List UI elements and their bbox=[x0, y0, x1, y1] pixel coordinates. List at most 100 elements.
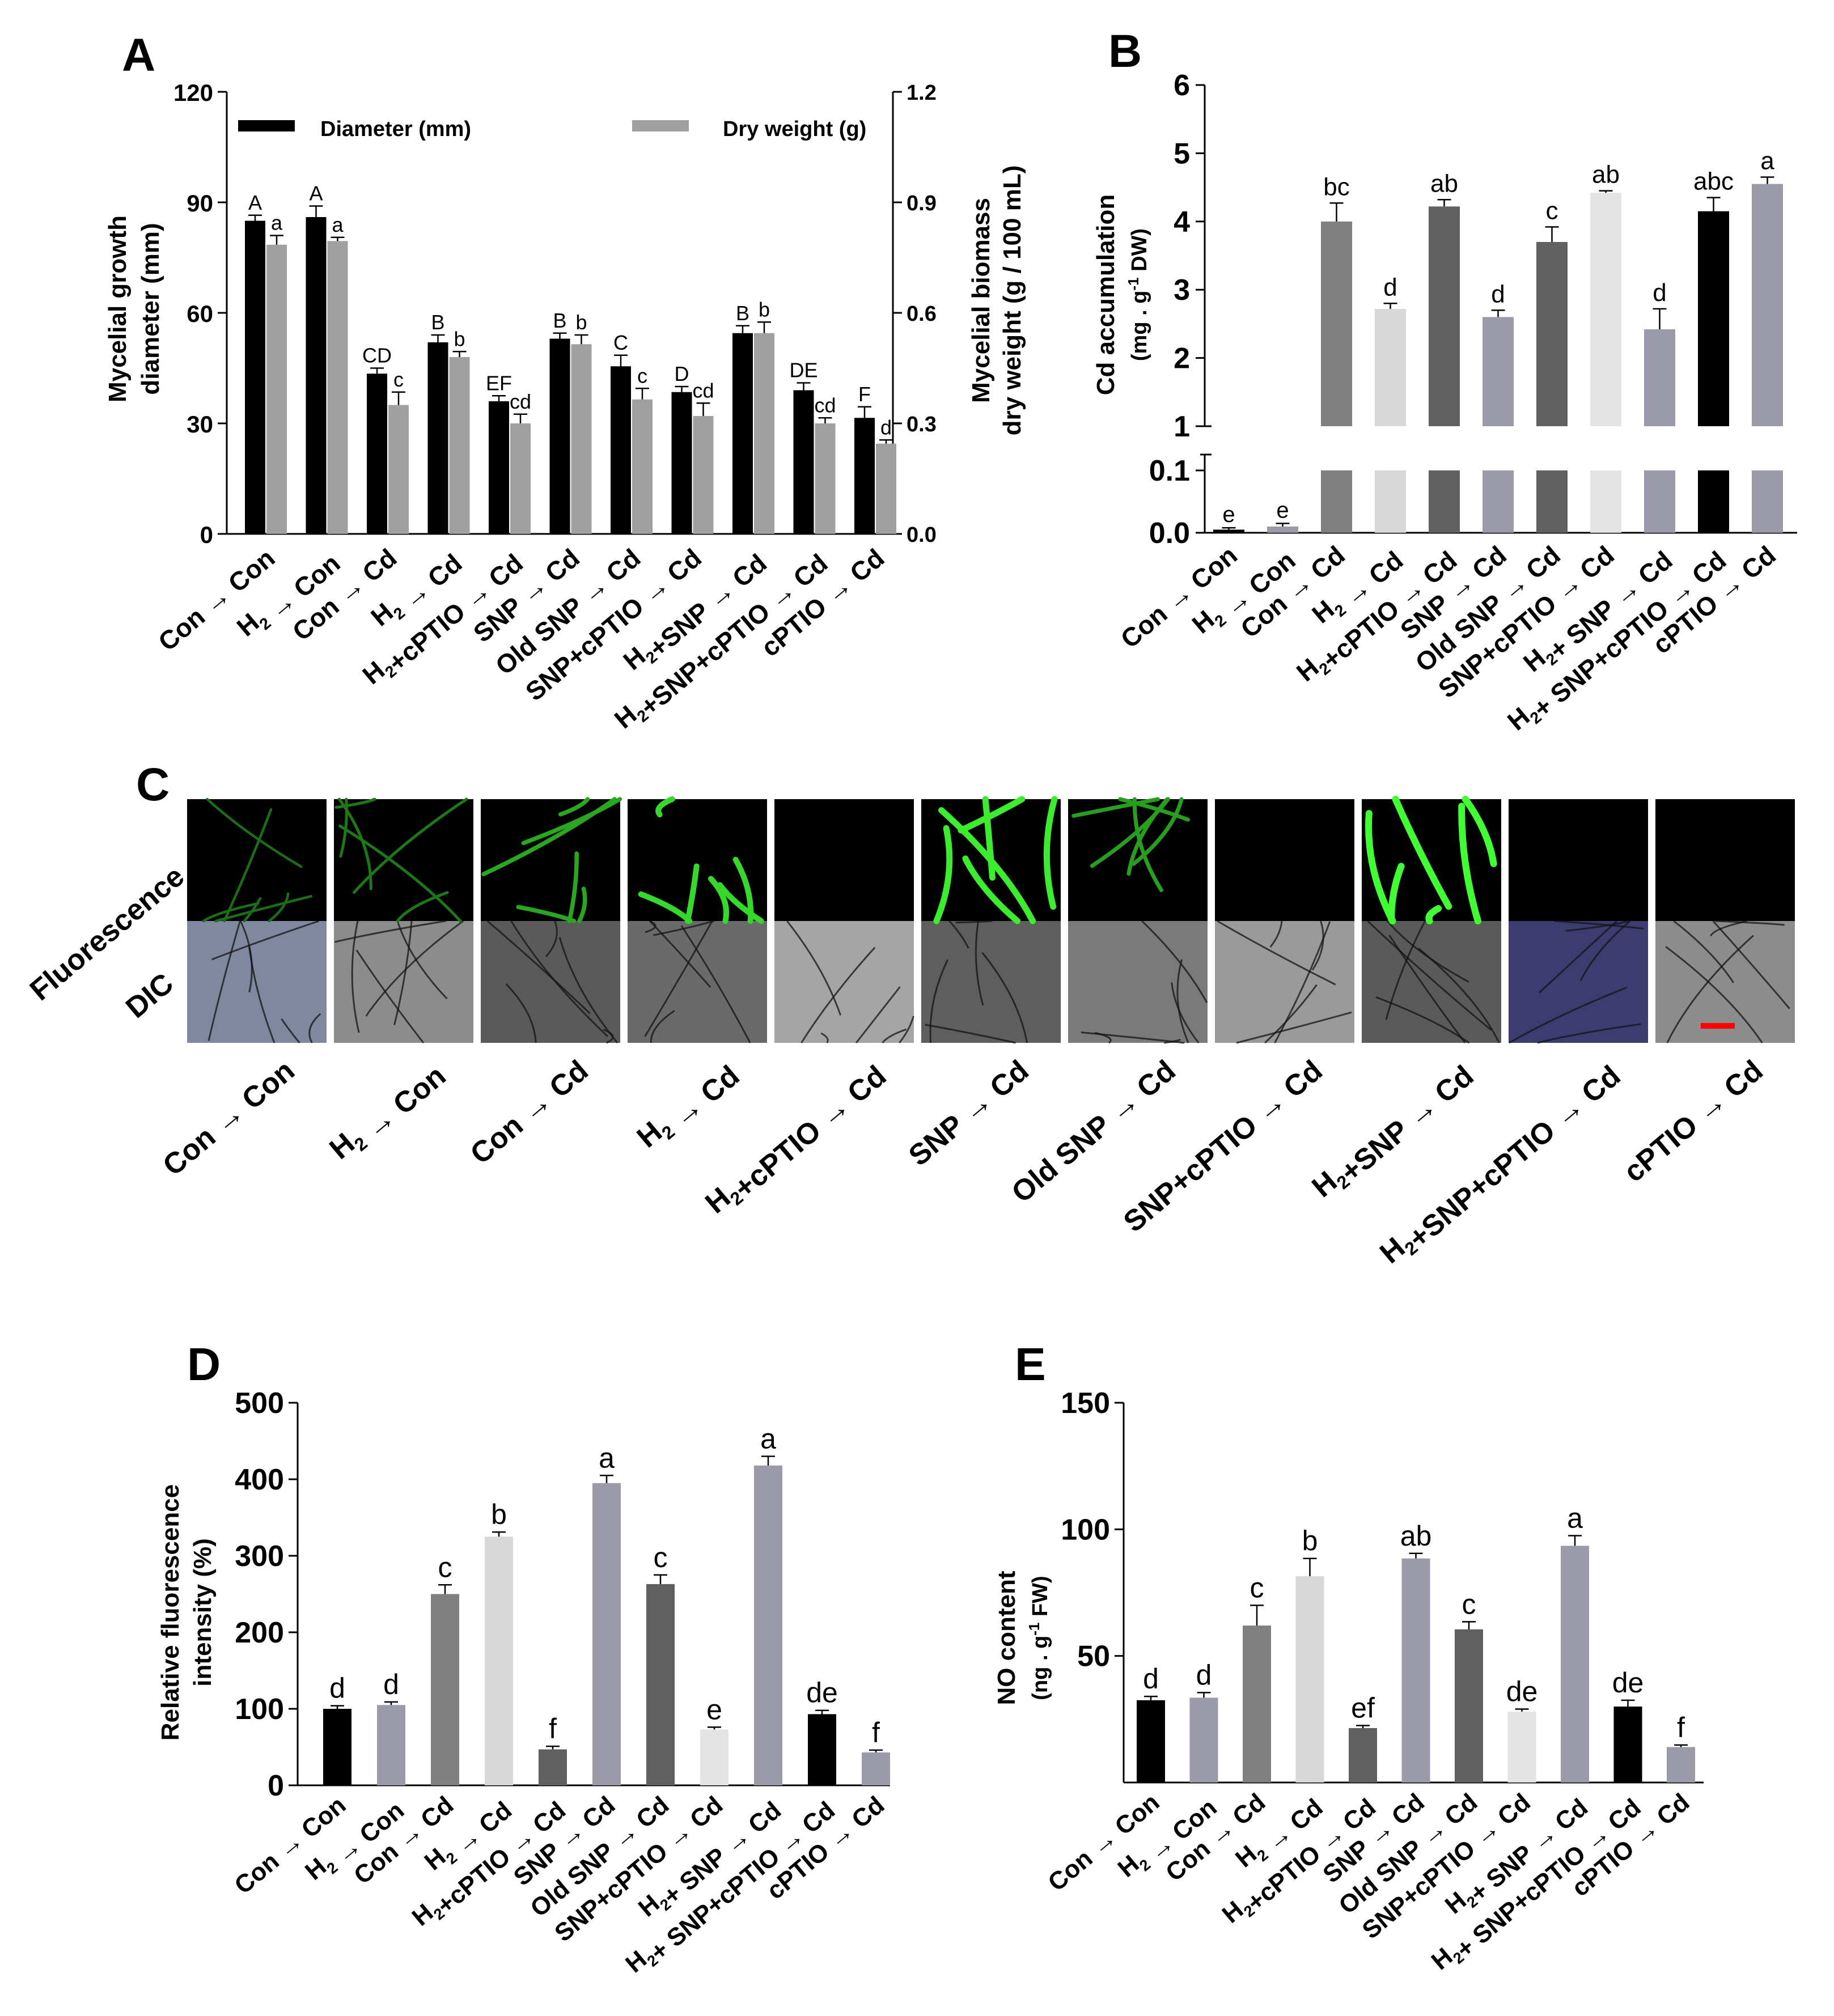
a-bar-dryweight bbox=[693, 416, 714, 534]
d-bar bbox=[539, 1749, 567, 1785]
c-hypha-dic bbox=[981, 952, 1028, 1043]
a-sig-letter-diameter: C bbox=[613, 331, 628, 354]
c-fluorescence-tile bbox=[1509, 799, 1648, 921]
c-hypha-dic bbox=[680, 925, 751, 1043]
c-hypha-fluorescent bbox=[1090, 797, 1170, 868]
e-bar bbox=[1401, 1558, 1430, 1782]
c-hypha-dic bbox=[393, 920, 413, 1025]
b-bar bbox=[1590, 193, 1621, 426]
a-left-tick-label: 60 bbox=[187, 300, 213, 327]
c-hypha-fluorescent bbox=[396, 891, 449, 923]
a-sig-letter-dryweight: c bbox=[393, 368, 404, 391]
d-sig-letter: de bbox=[806, 1677, 838, 1709]
b-bar bbox=[1698, 211, 1729, 426]
c-hypha-fluorescent bbox=[708, 876, 730, 924]
c-hypha-dic bbox=[820, 1032, 829, 1043]
c-hypha-dic bbox=[1141, 920, 1208, 1003]
a-sig-letter-diameter: EF bbox=[486, 371, 512, 394]
c-hypha-fluorescent bbox=[338, 824, 462, 923]
c-hypha-fluorescent bbox=[577, 886, 587, 923]
a-bar-diameter bbox=[854, 418, 875, 534]
c-dic-tile bbox=[628, 921, 767, 1043]
c-hypha-dic bbox=[1554, 920, 1644, 930]
d-sig-letter: d bbox=[383, 1669, 399, 1700]
e-sig-letter: d bbox=[1143, 1663, 1159, 1695]
b-tick-label-lower: 0.1 bbox=[1149, 455, 1190, 487]
b-bar bbox=[1213, 529, 1244, 533]
c-hypha-fluorescent bbox=[223, 808, 273, 923]
a-bar-diameter bbox=[306, 217, 327, 534]
a-ylabel-left-line1: Mycelial growth bbox=[104, 215, 132, 402]
c-fluorescence-tile bbox=[628, 799, 767, 921]
a-left-tick-label: 120 bbox=[173, 79, 213, 106]
a-sig-letter-dryweight: d bbox=[880, 415, 892, 439]
b-sig-letter: c bbox=[1546, 197, 1558, 224]
a-sig-letter-diameter: B bbox=[431, 311, 444, 334]
a-sig-letter-dryweight: cd bbox=[510, 390, 531, 413]
c-hypha-dic bbox=[975, 920, 984, 1006]
c-hypha-dic bbox=[1537, 1023, 1641, 1044]
c-category-label: H2 → Cd bbox=[631, 1054, 746, 1160]
b-bar bbox=[1483, 317, 1514, 426]
c-category-label: Con → Cd bbox=[464, 1054, 595, 1171]
e-bar bbox=[1561, 1546, 1589, 1782]
a-ylabel-left-line2: diameter (mm) bbox=[137, 223, 164, 394]
b-sig-letter: a bbox=[1760, 147, 1774, 175]
a-sig-letter-dryweight: c bbox=[637, 364, 647, 387]
c-hypha-dic bbox=[545, 920, 558, 958]
a-right-tick-label: 1.2 bbox=[907, 81, 937, 105]
e-sig-letter: de bbox=[1506, 1675, 1538, 1707]
c-hypha-fluorescent bbox=[521, 797, 622, 846]
a-sig-letter-diameter: CD bbox=[362, 344, 392, 367]
b-bar-lower-segment bbox=[1321, 470, 1352, 533]
d-ylabel-line2: intensity (%) bbox=[189, 1538, 217, 1687]
d-tick-label: 300 bbox=[235, 1540, 284, 1573]
e-ylabel-line2: (ng . g-1 FW) bbox=[1026, 1576, 1052, 1700]
a-legend-swatch-diameter bbox=[238, 120, 295, 131]
c-hypha-dic bbox=[351, 920, 360, 1033]
c-dic-tile bbox=[1362, 921, 1501, 1043]
c-hypha-dic bbox=[644, 920, 713, 1037]
c-hypha-fluorescent bbox=[1071, 797, 1160, 818]
a-left-tick-label: 90 bbox=[187, 190, 213, 217]
c-hypha-dic bbox=[1387, 920, 1469, 983]
e-tick-label: 150 bbox=[1061, 1387, 1110, 1420]
c-hypha-dic bbox=[650, 1010, 675, 1043]
c-hypha-fluorescent bbox=[202, 902, 260, 923]
c-hypha-dic bbox=[1673, 920, 1734, 983]
d-sig-letter: c bbox=[438, 1551, 452, 1583]
c-hypha-dic bbox=[365, 920, 464, 1017]
b-bar bbox=[1644, 329, 1675, 426]
c-category-label: Con → Con bbox=[157, 1054, 301, 1182]
b-bar-lower-segment bbox=[1375, 470, 1406, 533]
c-fluorescence-tile bbox=[334, 799, 473, 921]
a-category-label: Con → Con bbox=[153, 543, 280, 657]
a-ylabel-right-line2: dry weight (g / 100 mL) bbox=[998, 165, 1026, 436]
b-tick-label-lower: 0.0 bbox=[1149, 517, 1190, 550]
panel-letter-b: B bbox=[1108, 26, 1142, 77]
a-right-tick-label: 0.3 bbox=[907, 413, 937, 436]
d-tick-label: 100 bbox=[235, 1693, 284, 1726]
e-ylabel-line1: NO content bbox=[993, 1571, 1020, 1705]
a-sig-letter-diameter: A bbox=[309, 182, 323, 205]
c-hypha-dic bbox=[1388, 935, 1466, 1043]
c-hypha-dic bbox=[899, 1016, 914, 1043]
a-bar-dryweight bbox=[327, 241, 348, 534]
c-hypha-fluorescent bbox=[933, 825, 953, 924]
c-hypha-fluorescent bbox=[243, 897, 262, 923]
a-sig-letter-diameter: A bbox=[248, 191, 262, 214]
e-bar bbox=[1667, 1747, 1695, 1782]
c-hypha-dic bbox=[1264, 984, 1318, 1044]
b-tick-label-upper: 2 bbox=[1174, 342, 1190, 375]
b-bar bbox=[1536, 241, 1568, 426]
c-dic-tile bbox=[481, 921, 620, 1043]
panel-letter-c: C bbox=[136, 759, 170, 810]
b-sig-letter: d bbox=[1653, 279, 1666, 307]
e-sig-letter: b bbox=[1302, 1525, 1318, 1557]
c-hypha-dic bbox=[211, 920, 320, 961]
d-bar bbox=[862, 1752, 890, 1785]
c-hypha-fluorescent bbox=[268, 892, 290, 923]
d-bar bbox=[700, 1729, 728, 1785]
c-hypha-dic bbox=[1579, 920, 1631, 981]
d-tick-label: 400 bbox=[235, 1463, 284, 1496]
